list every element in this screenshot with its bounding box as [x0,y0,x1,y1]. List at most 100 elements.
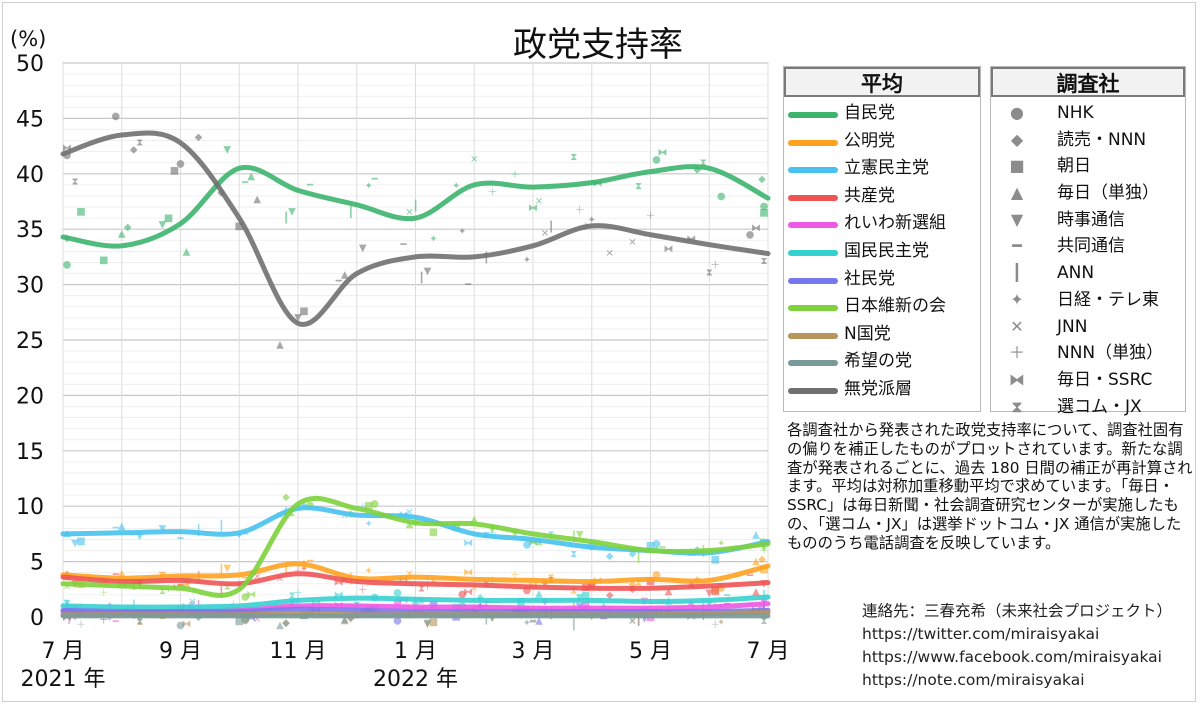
survey-point: ＋ [423,582,433,593]
survey-point: ▲ [341,614,349,625]
legend-survey-label: 日経・テレ東 [1057,289,1159,310]
survey-point: ┃ [412,199,418,212]
survey-point: ━ [464,279,472,290]
survey-point: ━ [241,573,249,584]
contact-link-twitter[interactable]: https://twitter.com/miraisyakai [862,625,1100,643]
legend-swatch [788,332,838,339]
line-0 [60,164,771,249]
survey-point: ■ [711,586,720,597]
survey-point: ▼ [223,563,231,574]
legend-label: 共産党 [844,185,895,206]
legend-survey-item: ◆ 読売・NNN [991,127,1185,154]
survey-point: ✦ [235,531,243,542]
legend-survey-item: ⧓ 毎日・SSRC [991,367,1185,394]
contact-link-facebook[interactable]: https://www.facebook.com/miraisyakai [862,648,1162,666]
survey-symbol-icon: ＋ [1008,343,1025,363]
survey-point: ＋ [487,528,497,539]
survey-point: ▲ [183,578,191,589]
survey-point: ＋ [76,620,86,631]
survey-point: ▲ [535,615,543,626]
survey-point: ┃ [218,586,224,599]
survey-point: ● [176,620,185,631]
y-tick-label: 20 [16,384,44,409]
survey-point: ■ [429,527,438,538]
survey-point: ✦ [523,618,531,629]
survey-point: ✕ [253,572,261,583]
survey-point: ■ [235,221,244,232]
survey-point: ◆ [606,551,614,562]
legend-average: 平均 自民党 公明党 立憲民主党 共産党 れいわ新選組 国民民主党 社民党 日本維新の会 N国党… [783,66,981,412]
survey-point: ⧗ [706,267,713,278]
survey-point: ▼ [288,206,296,217]
survey-point: ✦ [588,215,596,226]
survey-point: ━ [112,570,120,581]
survey-point: ✦ [365,181,373,192]
survey-point: ◆ [412,597,420,608]
x-tick-label: 1 月 [394,639,437,664]
survey-point: ■ [429,617,438,628]
survey-point: ┃ [283,211,289,224]
survey-point: ＋ [99,615,109,626]
survey-point: ▼ [705,598,713,609]
survey-point: ✦ [300,564,308,575]
legend-swatch [788,112,838,118]
x-tick-label: 11 月 [270,639,327,664]
legend-swatch [788,249,838,256]
survey-point: ✕ [628,616,636,627]
legend-label: 希望の党 [844,351,912,372]
survey-point: ＋ [358,586,368,597]
y-tick-label: 25 [16,329,44,354]
survey-point: ▲ [118,229,126,240]
survey-point: ✕ [63,582,71,593]
legend-survey-label: 毎日・SSRC [1057,369,1153,390]
year-label: 2022 年 [373,667,458,692]
survey-point: ＋ [510,170,520,181]
survey-point: ● [111,111,120,122]
survey-point: ⧗ [570,586,577,597]
y-tick-label: 30 [16,274,44,299]
legend-label: 立憲民主党 [844,158,929,179]
legend-swatch [788,387,838,394]
survey-point: ┃ [218,563,224,576]
survey-point: ✕ [470,583,478,594]
legend-survey-item: ✕ JNN [991,314,1185,341]
survey-point: ● [370,498,379,509]
contact-link-note[interactable]: https://note.com/miraisyakai [862,671,1085,689]
survey-symbol-icon: ⧓ [1009,369,1025,389]
survey-point: ▲ [752,556,760,567]
survey-point: ⧓ [182,619,192,630]
survey-point: ⧗ [570,549,577,560]
survey-point: ✕ [470,154,478,165]
line-7 [60,495,771,598]
legend-survey-item: ＋ NNN（単独） [991,340,1185,367]
line-10 [60,130,771,327]
legend-label: 国民民主党 [844,240,929,261]
survey-point: ■ [711,555,720,566]
survey-point: ◆ [629,579,637,590]
survey-point: ━ [399,240,407,251]
survey-point: ▼ [576,530,584,541]
y-tick-label: 5 [30,551,44,576]
y-tick-label: 50 [16,52,44,77]
y-tick-label: 40 [16,163,44,188]
axes: 0 5 10 15 20 25 30 35 40 45 50 7 月 9 月 11 月 1 月 3 月 5 月 7… [16,52,790,692]
survey-point: ■ [76,536,85,547]
survey-point: ■ [364,500,373,511]
survey-point: ▲ [276,620,284,631]
x-tick-label: 7 月 [747,639,790,664]
survey-point: ✕ [405,207,413,218]
survey-point: ● [241,615,250,626]
survey-point: ⧗ [700,158,707,169]
survey-point: ● [652,154,661,165]
survey-point: ━ [529,617,537,628]
legend-swatch [788,277,838,284]
survey-point: ┃ [571,530,577,543]
survey-point: ● [63,150,72,161]
survey-point: ━ [112,523,120,534]
survey-point: ● [717,582,726,593]
survey-point: ━ [176,534,184,545]
survey-point: ┃ [761,600,767,613]
legend-label: 無党派層 [844,378,912,399]
y-axis-unit: (%) [10,27,46,51]
survey-point: ┃ [635,551,641,564]
